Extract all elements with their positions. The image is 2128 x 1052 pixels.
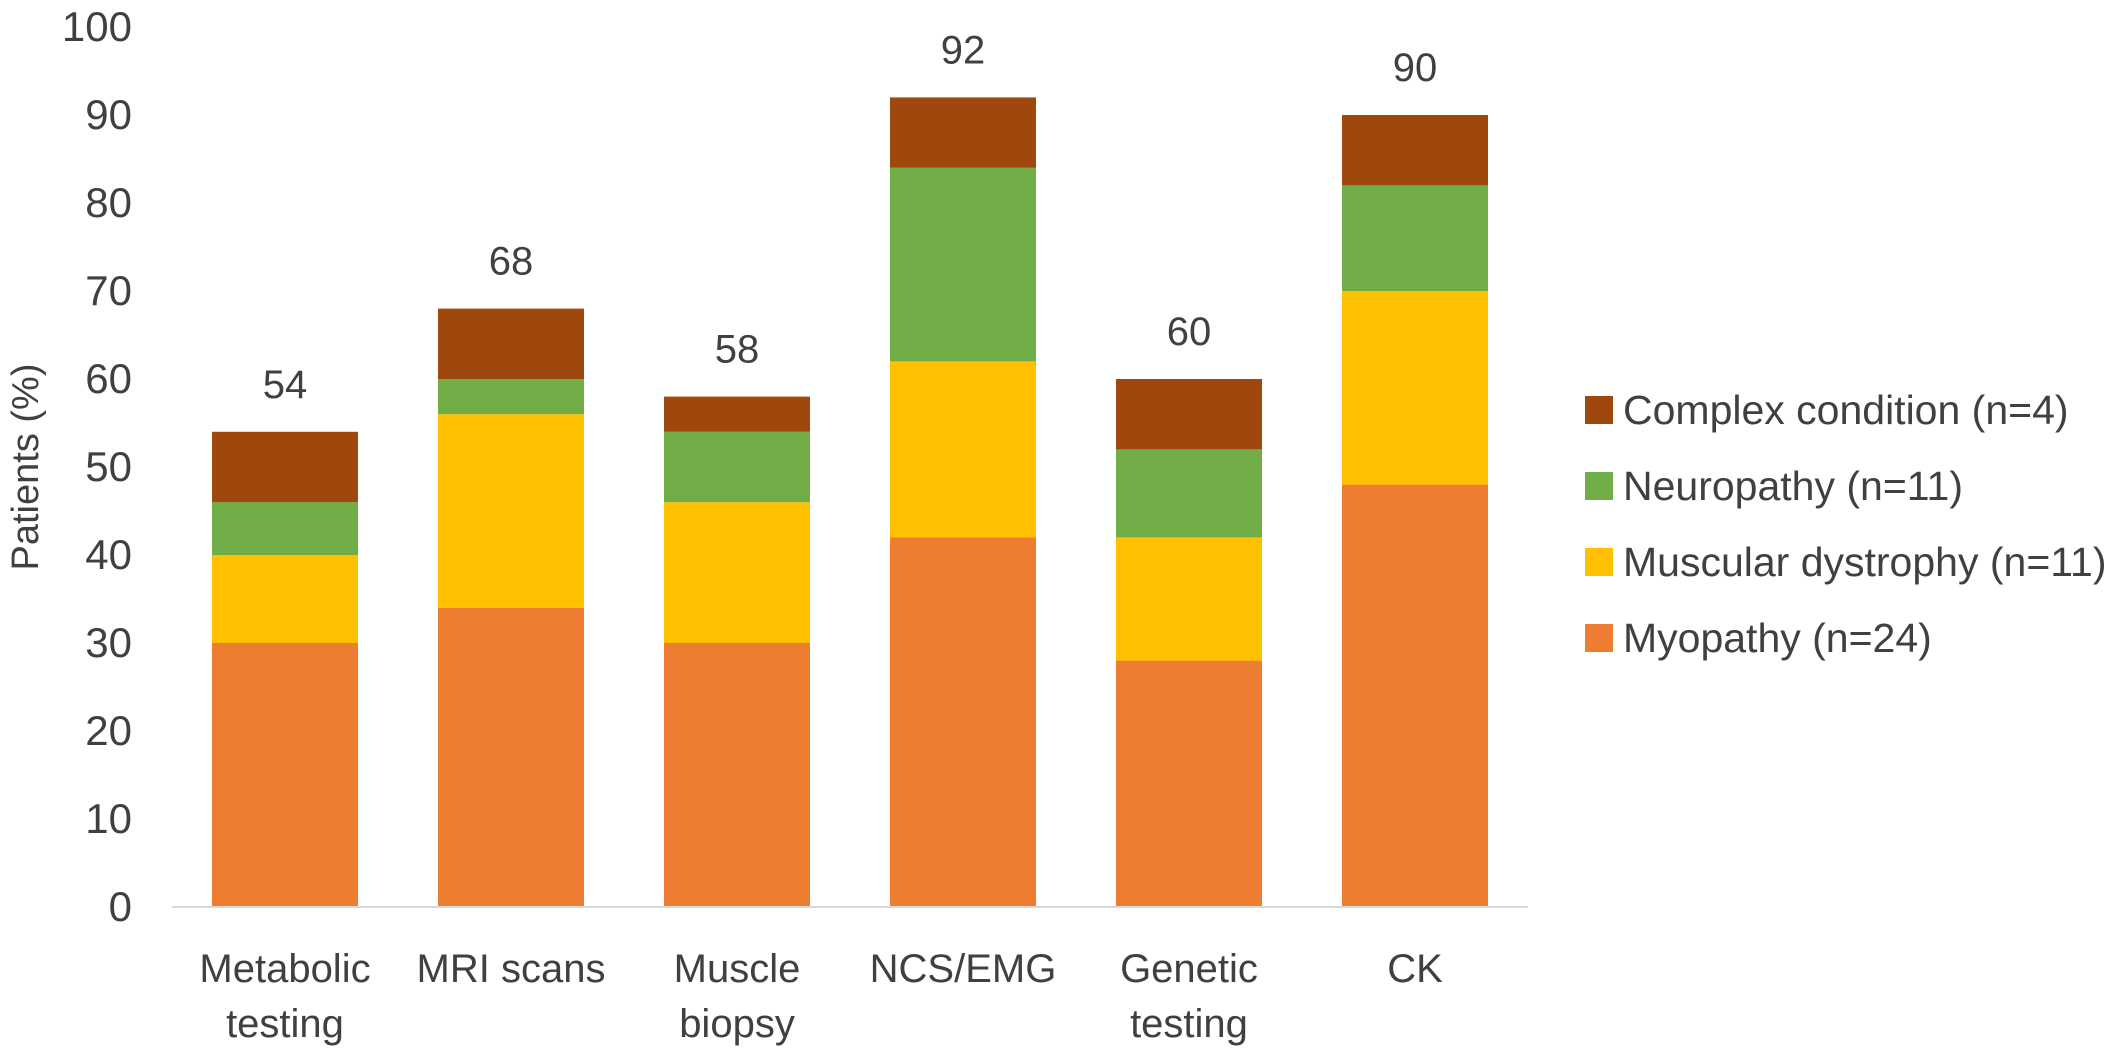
y-axis-ticks: 0 10 20 30 40 50 60 70 80 90 100: [62, 3, 132, 930]
y-tick-label: 40: [85, 531, 132, 578]
x-category-label: testing: [226, 1002, 344, 1046]
bar-segment-muscular-dystrophy: [438, 414, 584, 608]
x-category-label: Muscle: [674, 947, 801, 991]
legend-label: Myopathy (n=24): [1623, 615, 1932, 661]
legend-swatch: [1585, 472, 1613, 500]
y-tick-label: 100: [62, 3, 132, 50]
bar-segment-complex-condition: [438, 308, 584, 379]
bar-segment-neuropathy: [212, 502, 358, 555]
bar-segment-myopathy: [1116, 660, 1262, 907]
total-data-label: 54: [263, 363, 308, 407]
bar-segment-muscular-dystrophy: [664, 502, 810, 643]
y-tick-label: 50: [85, 443, 132, 490]
bar-segment-muscular-dystrophy: [1342, 291, 1488, 485]
bar-segment-neuropathy: [1342, 185, 1488, 291]
x-category-label: NCS/EMG: [870, 947, 1057, 991]
x-category-label: Metabolic: [199, 947, 370, 991]
bar-segment-myopathy: [664, 643, 810, 907]
total-data-label: 90: [1393, 46, 1438, 90]
y-tick-label: 30: [85, 619, 132, 666]
bar-segment-neuropathy: [664, 431, 810, 503]
legend-label: Muscular dystrophy (n=11): [1623, 539, 2106, 585]
legend-label: Neuropathy (n=11): [1623, 463, 1963, 509]
y-tick-label: 90: [85, 91, 132, 138]
bar-segment-complex-condition: [664, 396, 810, 432]
y-tick-label: 80: [85, 179, 132, 226]
y-tick-label: 0: [109, 883, 132, 930]
total-labels: 54 68 58 92 60 90: [263, 28, 1438, 406]
x-category-label: biopsy: [679, 1002, 795, 1046]
bar-segment-muscular-dystrophy: [1116, 537, 1262, 661]
bar-segment-neuropathy: [890, 167, 1036, 362]
y-tick-label: 60: [85, 355, 132, 402]
legend-swatch: [1585, 396, 1613, 424]
bar-stacks: [212, 97, 1488, 907]
bar-segment-complex-condition: [212, 431, 358, 503]
legend: Complex condition (n=4) Neuropathy (n=11)…: [1585, 387, 2106, 661]
total-data-label: 92: [941, 28, 986, 72]
x-axis-labels: Metabolic testing MRI scans Muscle biopsy NCS…: [199, 947, 1443, 1046]
bar-segment-neuropathy: [1116, 449, 1262, 538]
legend-swatch: [1585, 548, 1613, 576]
bar-segment-complex-condition: [1342, 115, 1488, 186]
y-tick-label: 10: [85, 795, 132, 842]
bar-segment-muscular-dystrophy: [890, 361, 1036, 538]
legend-swatch: [1585, 624, 1613, 652]
y-tick-label: 20: [85, 707, 132, 754]
total-data-label: 68: [489, 240, 534, 284]
y-axis-title: Patients (%): [5, 364, 47, 571]
x-category-label: MRI scans: [417, 947, 606, 991]
bar-segment-myopathy: [438, 607, 584, 907]
bar-segment-myopathy: [890, 537, 1036, 907]
x-category-label: Genetic: [1120, 947, 1258, 991]
total-data-label: 58: [715, 328, 760, 372]
y-tick-label: 70: [85, 267, 132, 314]
bar-segment-neuropathy: [438, 379, 584, 415]
bar-segment-complex-condition: [1116, 379, 1262, 450]
x-category-label: CK: [1387, 947, 1443, 991]
x-category-label: testing: [1130, 1002, 1248, 1046]
bar-segment-muscular-dystrophy: [212, 555, 358, 643]
bar-segment-myopathy: [212, 643, 358, 907]
legend-label: Complex condition (n=4): [1623, 387, 2069, 433]
bar-segment-myopathy: [1342, 484, 1488, 907]
bar-segment-complex-condition: [890, 97, 1036, 168]
total-data-label: 60: [1167, 310, 1212, 354]
